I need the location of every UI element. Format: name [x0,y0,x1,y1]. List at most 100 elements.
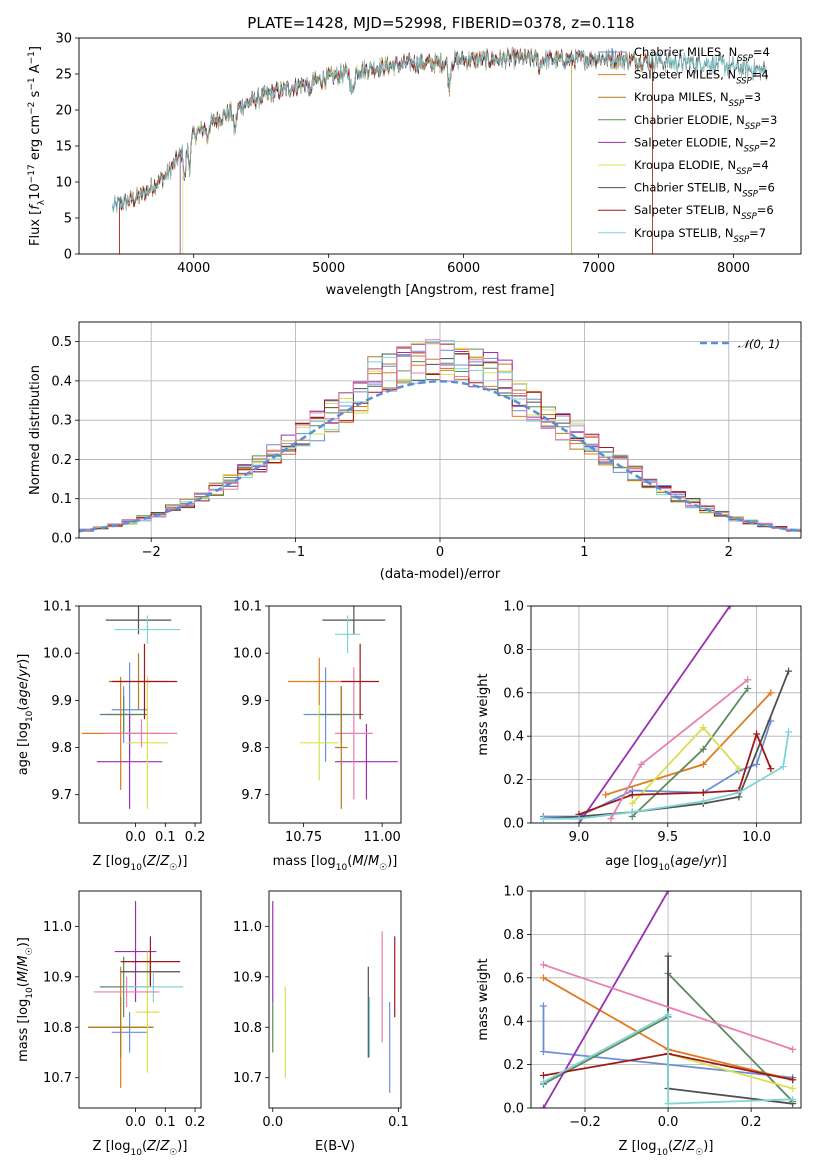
weight-line [578,606,731,823]
y-tick-label: 1.0 [503,885,524,900]
x-tick-label: 0.0 [125,830,146,845]
errorbar-point [96,714,163,809]
label-part: / [682,1139,687,1154]
x-axis-label: age [log10(age/yr)] [605,854,727,873]
label-part: −1 [27,51,37,64]
point-marker [789,1045,797,1053]
label-part: Z [146,854,157,869]
label-part: mass [log [16,999,31,1062]
weight-series [602,689,775,799]
y-tick-label: 10 [55,176,72,191]
y-tick-label: 11.0 [233,920,262,935]
label-part: / [16,966,31,971]
y-tick-label: 15 [55,140,72,155]
y-tick-label: 0.2 [503,1058,524,1073]
point-marker [735,789,743,797]
errorbar-point [114,615,181,644]
weight-vs-Z-plot-area [531,891,801,1108]
label-part: ( [670,854,675,869]
point-marker [789,1084,797,1092]
label-part: ☉ [169,863,177,873]
point-marker [726,606,734,610]
label-part: )] [177,1139,187,1154]
legend-entry: Kroupa STELIB, NSSP=7 [634,226,766,245]
errorbar-point [99,695,148,734]
point-marker [767,765,775,773]
age-vs-Z-plot-area [81,606,181,809]
label-part: M [368,854,379,869]
weight-series [539,728,793,823]
y-axis-label: Flux [fλ10−17 erg cm−2 s−1 A−1] [27,46,47,246]
errorbar-point [111,1012,148,1053]
point-marker [664,1011,672,1019]
errorbar-point [105,719,178,748]
x-tick-label: 10.75 [285,830,322,845]
y-tick-label: 9.7 [51,788,72,803]
errorbar-point [120,936,181,987]
label-part: ( [16,706,31,711]
label-part: Z [log [93,1139,131,1154]
legend-entry: Kroupa MILES, NSSP=3 [634,90,761,109]
x-axis-label: Z [log10(Z/Z☉)] [93,1139,188,1158]
mass-vs-Z-axes: 0.0 0.1 0.2 10.7 10.8 10.9 11.0 [43,890,206,1130]
legend-part: =6 [758,181,775,195]
label-part: / [156,1139,161,1154]
spectrum-plot-area [112,46,768,254]
y-tick-label: 0.8 [503,928,524,943]
label-part: / [156,854,161,869]
point-marker [539,974,547,982]
x-tick-label: 0.2 [185,830,206,845]
errorbar-point [114,901,157,1003]
point-marker [628,799,636,807]
label-part: ☉ [25,947,35,955]
label-part: 10 [130,863,142,873]
label-part: 10 [656,1148,668,1158]
axes-frame [268,890,402,1109]
weight-line [667,1052,793,1090]
x-tick-label: 5000 [312,261,345,276]
legend-part: Kroupa MILES, N [634,90,729,104]
legend-part: Kroupa STELIB, N [634,226,734,240]
x-tick-label: −2 [142,545,161,560]
residuals-plot-area [79,322,801,538]
point-marker [539,1048,547,1056]
x-tick-label: 1 [580,545,588,560]
label-part: 10 [130,1148,142,1158]
label-part: −17 [27,164,37,183]
label-part: yr [703,854,719,869]
label-part: age [log [605,854,658,869]
errorbar-point [300,705,339,781]
y-tick-label: 9.8 [241,741,262,756]
weight-vs-age-plot-area [531,606,801,823]
weight-series [539,961,797,1053]
point-marker [785,667,793,675]
point-marker [664,952,672,960]
y-tick-label: 0.0 [503,1102,524,1117]
label-part: 10 [25,987,35,999]
figure-title: PLATE=1428, MJD=52998, FIBERID=0378, z=0… [247,14,634,32]
label-part: erg cm [28,115,43,164]
label-part: 10 [25,710,35,722]
label-part: Z [685,1139,696,1154]
legend-part: =7 [749,226,766,240]
y-tick-label: 0.4 [503,1015,524,1030]
label-part: )] [703,1139,713,1154]
y-tick-label: 10.7 [43,1071,72,1086]
legend-entry: Chabrier ELODIE, NSSP=3 [634,113,777,132]
label-part: f [28,203,43,210]
y-tick-label: 10.1 [43,600,72,615]
y-tick-label: 10.8 [233,1021,262,1036]
mass-vs-ebv-plot-area [272,901,396,1093]
y-tick-label: 0.4 [503,730,524,745]
y-tick-label: 0.8 [503,643,524,658]
x-tick-label: 0.2 [185,1115,206,1130]
legend-part: =3 [744,90,761,104]
y-axis-label: mass weight [476,673,491,755]
errorbar-point [87,996,154,1058]
legend-entry: Salpeter STELIB, NSSP=6 [634,203,774,222]
y-tick-label: 20 [55,104,72,119]
legend-part: =4 [752,158,769,172]
label-part: λ [37,199,47,205]
label-part: ] [28,46,43,51]
